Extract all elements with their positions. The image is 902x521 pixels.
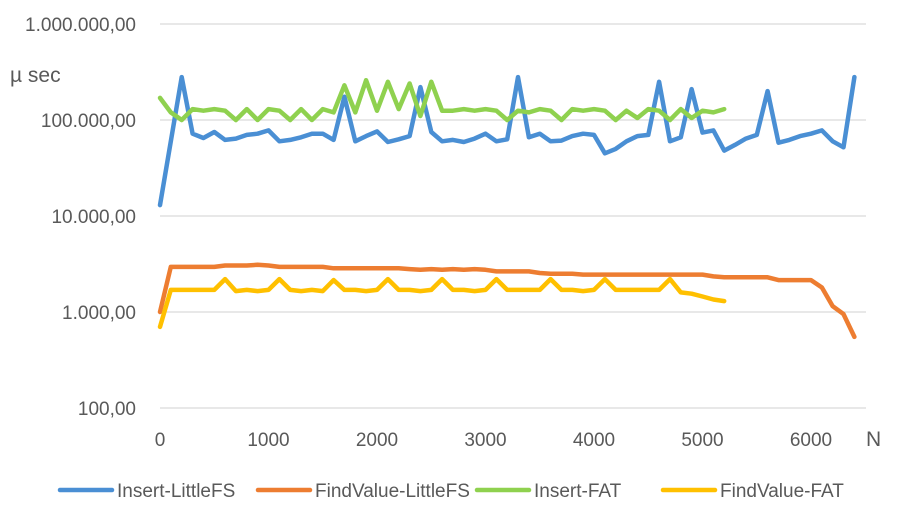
- y-tick-label: 10.000,00: [51, 207, 136, 228]
- gridlines: [160, 23, 866, 409]
- x-tick-label: 3000: [464, 430, 506, 451]
- x-axis-ticks: 0 1000 2000 3000 4000 5000 6000: [155, 430, 832, 451]
- x-tick-label: 0: [155, 430, 166, 451]
- series-line-findvalue-fat: [157, 276, 727, 330]
- legend-item: FindValue-LittleFS: [255, 481, 470, 502]
- series-line-insert-fat: [157, 77, 727, 123]
- x-tick-label: 5000: [681, 430, 723, 451]
- legend-label: FindValue-LittleFS: [315, 481, 470, 502]
- y-tick-label: 1.000,00: [62, 303, 136, 324]
- series-line-insert-littlefs: [157, 74, 857, 208]
- legend-item: FindValue-FAT: [660, 481, 844, 502]
- legend-item: Insert-LittleFS: [57, 481, 235, 502]
- y-axis-ticks: 100,00 1.000,00 10.000,00 100.000,00 1.000.0…: [25, 15, 136, 420]
- legend-label: FindValue-FAT: [720, 481, 844, 502]
- x-tick-label: 1000: [247, 430, 289, 451]
- y-tick-label: 1.000.000,00: [25, 15, 136, 36]
- legend-label: Insert-LittleFS: [117, 481, 235, 502]
- legend: Insert-LittleFS FindValue-LittleFS Insert-…: [57, 481, 844, 502]
- legend-label: Insert-FAT: [534, 481, 622, 502]
- x-tick-label: 6000: [790, 430, 832, 451]
- x-axis-title: N: [866, 428, 881, 451]
- y-axis-title: µ sec: [10, 64, 61, 87]
- series-line-findvalue-littlefs: [157, 262, 857, 340]
- series-lines: [157, 74, 857, 340]
- y-tick-label: 100,00: [78, 399, 136, 420]
- x-tick-label: 2000: [356, 430, 398, 451]
- y-tick-label: 100.000,00: [41, 111, 136, 132]
- x-tick-label: 4000: [573, 430, 615, 451]
- legend-item: Insert-FAT: [474, 481, 622, 502]
